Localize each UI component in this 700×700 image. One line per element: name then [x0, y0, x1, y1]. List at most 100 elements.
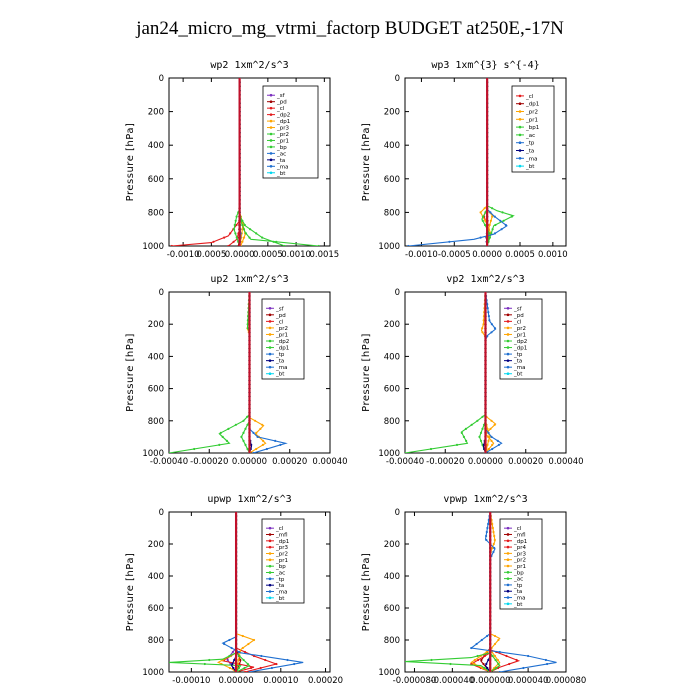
series-marker-pr1	[228, 666, 231, 670]
series-marker-pr2	[493, 642, 497, 646]
series-marker-tp	[490, 331, 493, 334]
series-marker-dp1	[241, 240, 244, 243]
series-marker-pr2	[237, 658, 240, 662]
series-marker-dp1	[478, 435, 481, 438]
legend-label: _ma	[525, 156, 537, 162]
series-marker-pr2	[262, 439, 265, 442]
series-marker-pr2	[491, 546, 494, 550]
legend-label: _ta	[525, 149, 534, 155]
series-marker-bp	[241, 219, 244, 222]
series-marker-pr2	[484, 219, 487, 222]
y-tick-label: 800	[148, 636, 164, 646]
y-tick-label: 400	[148, 352, 164, 362]
legend-marker	[506, 352, 510, 356]
legend-marker	[268, 552, 272, 555]
legend-label: _mfl	[275, 533, 288, 539]
series-marker-bp	[430, 658, 433, 662]
legend-label: _ac	[276, 151, 286, 157]
y-tick-label: 600	[384, 175, 400, 185]
series-marker-bp	[476, 654, 479, 658]
series-marker-pr2	[255, 431, 258, 434]
plot-frame	[168, 511, 331, 673]
series-marker-ac	[483, 223, 487, 227]
series-marker-pr2	[490, 439, 493, 442]
series-marker-pr2	[493, 423, 496, 426]
y-tick-label: 0	[159, 74, 164, 84]
series-marker-pr2	[483, 207, 486, 210]
series-marker-ta	[486, 666, 489, 670]
legend-marker	[268, 571, 272, 574]
legend-label: _pd	[276, 100, 287, 106]
series-marker-bp	[255, 232, 258, 235]
legend-marker	[518, 102, 522, 105]
series-marker-dp2	[193, 447, 196, 451]
y-tick-label: 200	[384, 540, 400, 550]
series-marker-tp	[544, 658, 548, 662]
series-marker-pr2	[489, 427, 492, 430]
y-tick-label: 600	[148, 385, 164, 395]
series-marker-pr2	[255, 447, 258, 451]
legend-marker	[506, 558, 510, 561]
series-marker-dp1	[242, 439, 245, 442]
series-marker-pr2	[247, 642, 250, 646]
chart-panel-5: upwp 1xm^2/s^3 Pressure [hPa] 0 200 400 600 80…	[125, 494, 343, 686]
legend-marker	[268, 365, 272, 369]
series-marker-pr2	[491, 526, 494, 530]
legend-label: _pr3	[513, 551, 527, 557]
series-marker-ac	[491, 654, 494, 658]
legend-marker	[518, 149, 522, 152]
series-marker-tp	[260, 654, 263, 658]
series-marker-ac	[487, 232, 491, 235]
series-marker-pr1	[487, 439, 490, 442]
x-tick-label: -0.0005	[438, 250, 471, 260]
legend-label: _ma	[276, 164, 288, 170]
series-marker-pr2	[493, 538, 496, 542]
chart-panel-2: wp3 1xm^{3} s^{-4} Pressure [hPa] 0 200 400 6…	[361, 60, 568, 260]
legend-marker	[518, 157, 522, 160]
legend-marker	[506, 602, 510, 606]
legend-label: _cl	[513, 526, 522, 532]
series-marker-pr1	[489, 219, 492, 222]
x-tick-label: 0.0005	[196, 250, 226, 260]
legend-marker	[506, 552, 510, 555]
legend-marker	[269, 165, 273, 168]
legend-label: _bt	[275, 372, 285, 378]
legend-marker	[269, 106, 273, 110]
legend-label: _dp1	[275, 346, 289, 352]
legend-marker	[268, 590, 272, 593]
series-marker-tp	[546, 662, 549, 666]
legend-label: _dp2	[513, 339, 527, 345]
legend-marker	[269, 93, 273, 97]
legend-label: _ta	[276, 158, 285, 164]
y-tick-label: 1000	[142, 668, 164, 678]
series-marker-tp	[485, 534, 488, 538]
y-tick-label: 400	[384, 141, 400, 151]
legend-label: _pr2	[525, 110, 538, 116]
series-marker-bp1	[494, 223, 497, 227]
legend-marker	[268, 564, 272, 568]
series-marker-ac	[246, 662, 249, 666]
legend-marker	[506, 359, 510, 362]
series-marker-tp	[522, 666, 525, 670]
series-marker-tp	[527, 654, 530, 658]
legend-label: _bt	[525, 164, 535, 170]
series-marker-cl	[229, 662, 232, 666]
legend-marker	[506, 577, 510, 580]
y-tick-label: 1000	[378, 242, 400, 252]
series-marker-dp1	[515, 658, 518, 662]
y-tick-label: 600	[384, 385, 400, 395]
legend-label: _pr3	[275, 545, 289, 551]
legend-marker	[518, 141, 522, 144]
series-marker-tp	[270, 666, 273, 670]
legend-label: _cl	[275, 526, 284, 532]
legend-label: _pr2	[275, 326, 288, 332]
legend: _cl_mfl_dp1_pr3_pr2_pr1_bp_ac_tp_ta_ma_b…	[261, 518, 305, 604]
x-tick-label: 0.0000	[472, 250, 502, 260]
series-marker-tp	[487, 311, 490, 314]
series-marker-pr2	[244, 232, 248, 235]
series-group	[169, 512, 304, 672]
legend-box	[261, 518, 305, 604]
series-marker-pr4	[483, 654, 486, 658]
legend-label: _bp1	[525, 125, 539, 131]
series-marker-tp	[486, 303, 489, 306]
